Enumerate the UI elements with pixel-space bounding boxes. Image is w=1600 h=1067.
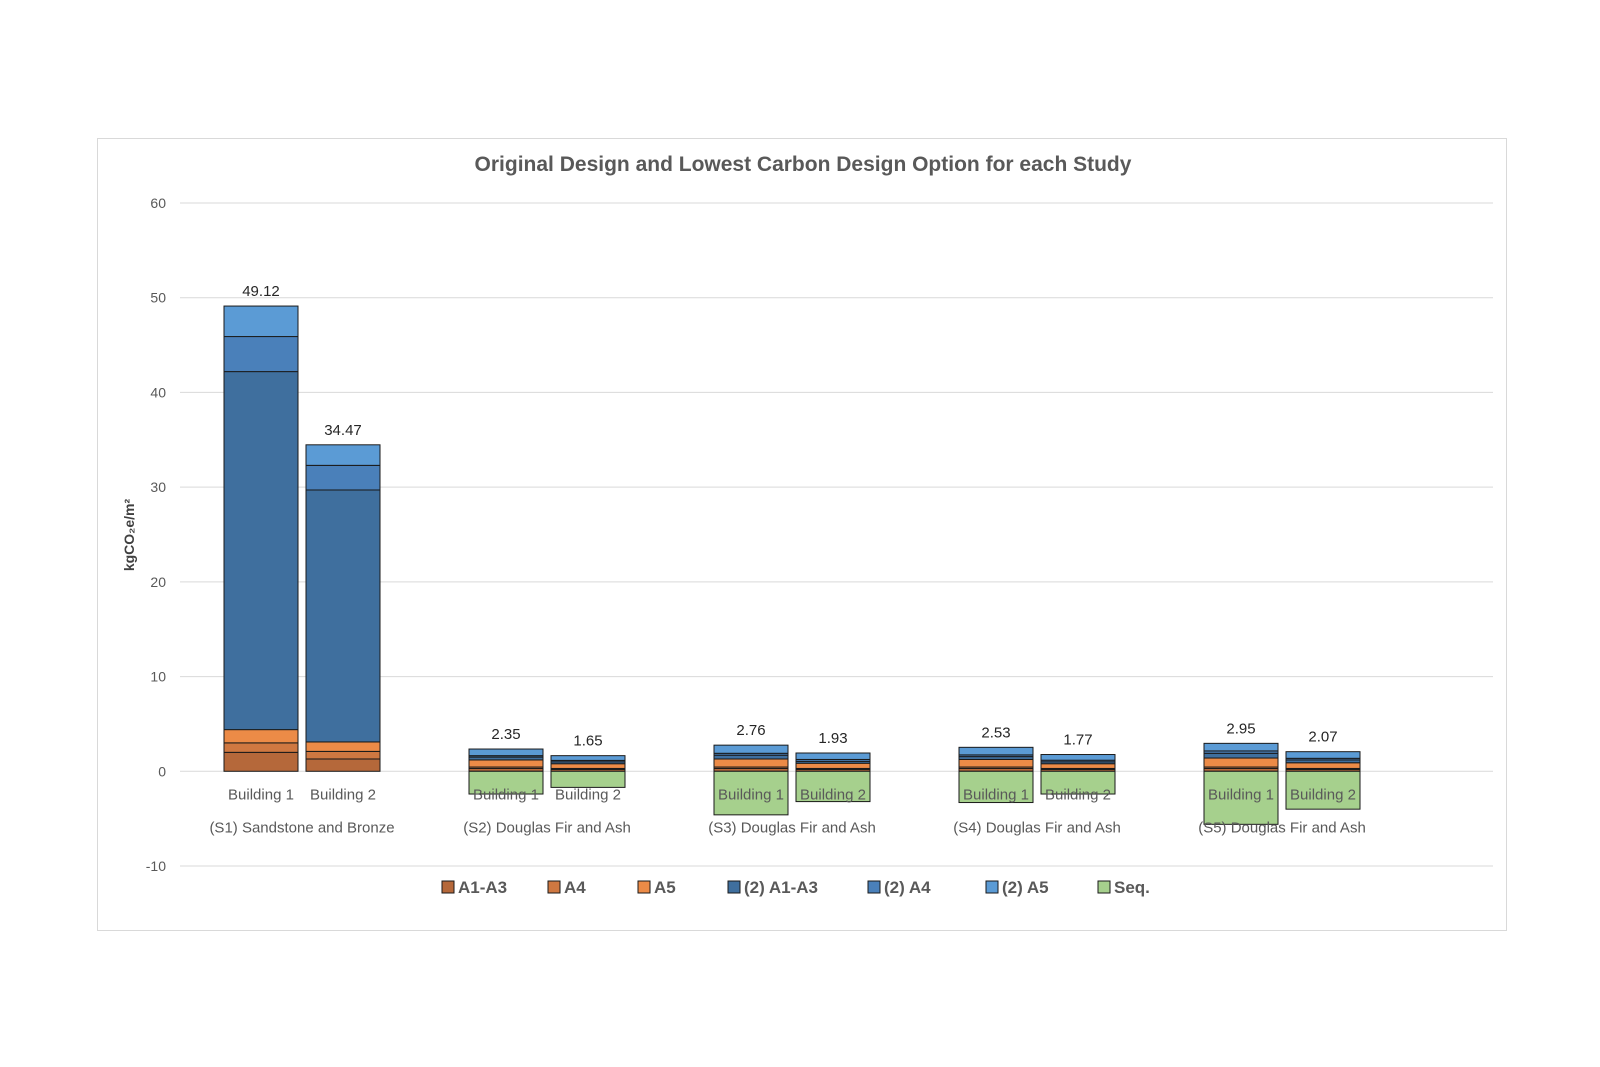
bar-segment: [550, 755, 626, 761]
bar-segment: [795, 752, 871, 760]
bar-total-label: 1.77: [1063, 732, 1092, 749]
bar-segment: [1040, 763, 1116, 769]
legend-swatch: [1097, 880, 1111, 894]
bar-category-label: Building 2: [800, 786, 866, 803]
y-axis-ticks: -10 0 10 20 30 40 50 60: [146, 195, 166, 874]
legend-label: A5: [654, 878, 676, 897]
bar-segment: [223, 742, 299, 753]
y-tick-label: 60: [150, 195, 166, 211]
bar-segment: [958, 758, 1034, 768]
legend-swatch: [727, 880, 741, 894]
y-tick-label: 0: [158, 763, 166, 779]
bar-category-label: Building 2: [555, 786, 621, 803]
bar-segment: [795, 770, 871, 803]
legend-swatch: [867, 880, 881, 894]
chart-frame: Original Design and Lowest Carbon Design…: [97, 138, 1507, 931]
legend-swatch: [985, 880, 999, 894]
bar-segment: [713, 744, 789, 754]
legend-label: A1-A3: [458, 878, 507, 897]
bar-segment: [1285, 770, 1361, 810]
bar-segment: [550, 763, 626, 769]
bar-category-label: Building 1: [718, 786, 784, 803]
bar-segment: [468, 748, 544, 757]
y-tick-label: 30: [150, 479, 166, 495]
bar-segment: [958, 746, 1034, 756]
bar-category-label: Building 2: [1290, 786, 1356, 803]
bar-segment: [223, 305, 299, 338]
bar-layer: [223, 305, 1361, 825]
bar-total-label: 2.53: [981, 724, 1010, 741]
bar-segment: [305, 489, 381, 743]
chart-title: Original Design and Lowest Carbon Design…: [475, 153, 1132, 176]
y-tick-label: 10: [150, 669, 166, 685]
bar-segment: [223, 371, 299, 731]
bar-category-label: Building 1: [228, 786, 294, 803]
bar-total-label: 1.65: [573, 733, 602, 750]
legend-swatch: [547, 880, 561, 894]
bar-total-label: 49.12: [242, 283, 280, 300]
label-layer: 49.12 Building 1 34.47 Building 2 2.35 Buildi…: [209, 283, 1365, 836]
bar-segment: [1203, 752, 1279, 759]
bar-total-label: 34.47: [324, 422, 362, 439]
bar-segment: [795, 762, 871, 769]
legend-label: (2) A5: [1002, 878, 1049, 897]
bar-total-label: 1.93: [818, 730, 847, 747]
bar-segment: [305, 444, 381, 466]
bar-segment: [1040, 770, 1116, 795]
legend-label: (2) A1-A3: [744, 878, 818, 897]
bar-category-label: Building 1: [963, 786, 1029, 803]
bar-segment: [223, 336, 299, 373]
bar-total-label: 2.07: [1308, 729, 1337, 746]
bar-segment: [1285, 762, 1361, 769]
legend-label: (2) A4: [884, 878, 931, 897]
bar-total-label: 2.35: [491, 726, 520, 743]
y-tick-label: 50: [150, 290, 166, 306]
bar-segment: [1040, 754, 1116, 761]
legend-swatch: [637, 880, 651, 894]
bar-segment: [223, 729, 299, 744]
bar-segment: [713, 754, 789, 760]
bar-segment: [1203, 757, 1279, 768]
y-tick-label: 20: [150, 574, 166, 590]
bar-category-label: Building 2: [310, 786, 376, 803]
bar-segment: [1203, 742, 1279, 752]
bar-category-label: Building 2: [1045, 786, 1111, 803]
chart-svg: Original Design and Lowest Carbon Design…: [121, 153, 1493, 897]
legend: A1-A3 A4 A5 (2) A1-A3 (2) A4 (2) A5 Seq.: [441, 878, 1150, 897]
legend-label: A4: [564, 878, 586, 897]
legend-label: Seq.: [1114, 878, 1150, 897]
bar-segment: [1285, 751, 1361, 759]
group-label: (S5) Douglas Fir and Ash: [1198, 819, 1366, 836]
bar-segment: [305, 758, 381, 772]
bar-segment: [713, 770, 789, 816]
bar-category-label: Building 1: [473, 786, 539, 803]
y-tick-label: -10: [146, 858, 166, 874]
bar-segment: [305, 741, 381, 752]
bar-segment: [550, 770, 626, 788]
bar-segment: [305, 464, 381, 491]
bar-segment: [713, 758, 789, 768]
group-label: (S2) Douglas Fir and Ash: [463, 819, 631, 836]
bar-segment: [1203, 770, 1279, 825]
group-label: (S1) Sandstone and Bronze: [209, 819, 394, 836]
bar-total-label: 2.95: [1226, 720, 1255, 737]
bar-segment: [468, 759, 544, 768]
y-axis-label: kgCO₂e/m²: [121, 498, 137, 571]
grid-layer: [180, 202, 1493, 867]
y-tick-label: 40: [150, 384, 166, 400]
bar-segment: [223, 751, 299, 772]
group-label: (S3) Douglas Fir and Ash: [708, 819, 876, 836]
bar-total-label: 2.76: [736, 722, 765, 739]
bar-segment: [305, 750, 381, 760]
bar-segment: [468, 770, 544, 795]
legend-swatch: [441, 880, 455, 894]
bar-category-label: Building 1: [1208, 786, 1274, 803]
bar-segment: [958, 770, 1034, 804]
group-label: (S4) Douglas Fir and Ash: [953, 819, 1121, 836]
